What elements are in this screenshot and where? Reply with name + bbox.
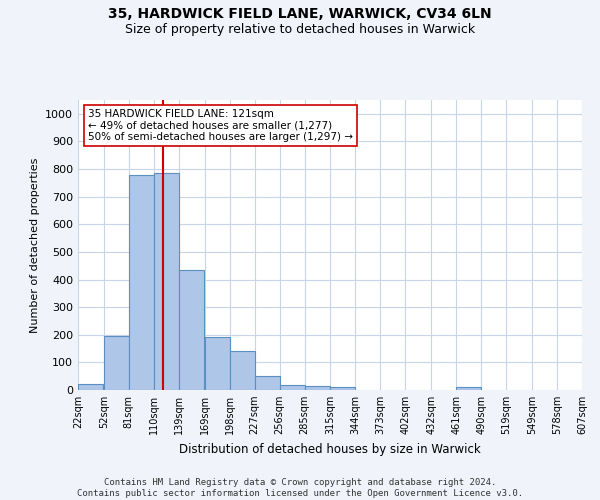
- Text: Distribution of detached houses by size in Warwick: Distribution of detached houses by size …: [179, 442, 481, 456]
- Text: 35, HARDWICK FIELD LANE, WARWICK, CV34 6LN: 35, HARDWICK FIELD LANE, WARWICK, CV34 6…: [108, 8, 492, 22]
- Bar: [104, 336, 129, 390]
- Bar: [254, 376, 280, 390]
- Bar: [179, 270, 204, 390]
- Bar: [154, 173, 179, 390]
- Bar: [230, 352, 254, 390]
- Bar: [205, 337, 230, 390]
- Bar: [78, 384, 103, 390]
- Bar: [331, 386, 355, 390]
- Text: Contains HM Land Registry data © Crown copyright and database right 2024.
Contai: Contains HM Land Registry data © Crown c…: [77, 478, 523, 498]
- Y-axis label: Number of detached properties: Number of detached properties: [29, 158, 40, 332]
- Bar: [280, 385, 305, 390]
- Bar: [456, 387, 481, 390]
- Bar: [305, 386, 329, 390]
- Bar: [129, 174, 154, 390]
- Text: Size of property relative to detached houses in Warwick: Size of property relative to detached ho…: [125, 22, 475, 36]
- Text: 35 HARDWICK FIELD LANE: 121sqm
← 49% of detached houses are smaller (1,277)
50% : 35 HARDWICK FIELD LANE: 121sqm ← 49% of …: [88, 108, 353, 142]
